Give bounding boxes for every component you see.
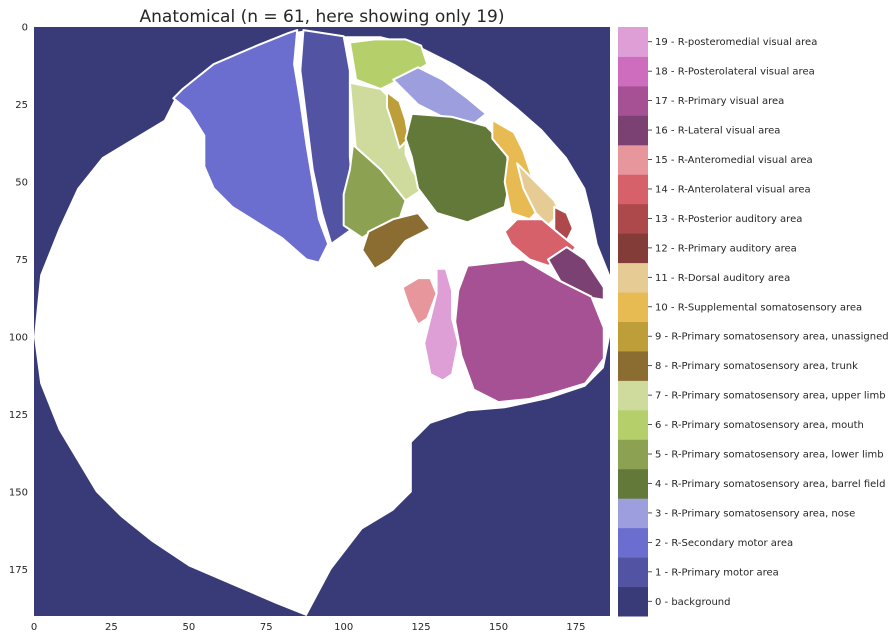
- y-axis: 0 25 50 75 100 125 150 175: [9, 23, 28, 577]
- colorbar-swatch-10: [618, 292, 648, 322]
- x-axis: 0 25 50 75 100 125 150 175: [31, 622, 586, 633]
- region-6: [348, 38, 429, 90]
- colorbar-label-13: 13 - R-Posterior auditory area: [655, 214, 802, 225]
- colorbar-label-3: 3 - R-Primary somatosensory area, nose: [655, 508, 855, 519]
- region-3: [392, 66, 488, 128]
- colorbar-label-16: 16 - R-Lateral visual area: [655, 126, 780, 137]
- y-tick-label: 150: [9, 488, 28, 499]
- colorbar-label-18: 18 - R-Posterolateral visual area: [655, 67, 815, 78]
- colorbar-swatch-2: [618, 527, 648, 558]
- colorbar-swatch-4: [618, 468, 648, 499]
- colorbar-swatch-8: [618, 350, 648, 381]
- region-4: [404, 112, 512, 224]
- region-2: [172, 29, 330, 264]
- x-tick-label: 150: [489, 622, 508, 633]
- x-tick-label: 100: [334, 622, 353, 633]
- colorbar-label-17: 17 - R-Primary visual area: [655, 96, 784, 107]
- colorbar-swatch-12: [618, 233, 648, 264]
- y-tick-label: 25: [15, 100, 28, 111]
- colorbar-label-4: 4 - R-Primary somatosensory area, barrel…: [655, 479, 885, 490]
- colorbar-swatch-17: [618, 85, 648, 116]
- y-tick-label: 0: [22, 23, 28, 34]
- region-9: [386, 91, 410, 149]
- colorbar-label-10: 10 - R-Supplemental somatosensory area: [655, 302, 862, 313]
- y-tick-label: 75: [15, 255, 28, 266]
- colorbar-swatch-6: [618, 409, 648, 440]
- y-tick-label: 100: [9, 333, 28, 344]
- x-tick-label: 25: [105, 622, 118, 633]
- colorbar-swatch-16: [618, 115, 648, 146]
- colorbar-swatch-1: [618, 557, 648, 588]
- colorbar-swatch-13: [618, 203, 648, 234]
- colorbar-swatch-5: [618, 439, 648, 470]
- colorbar-label-19: 19 - R-posteromedial visual area: [655, 37, 817, 48]
- colorbar-label-7: 7 - R-Primary somatosensory area, upper …: [655, 391, 886, 402]
- colorbar-swatch-15: [618, 144, 648, 175]
- region-19: [423, 267, 460, 382]
- colorbar-label-12: 12 - R-Primary auditory area: [655, 243, 797, 254]
- y-tick-label: 125: [9, 410, 28, 421]
- colorbar-swatch-14: [618, 174, 648, 205]
- colorbar-label-2: 2 - R-Secondary motor area: [655, 538, 793, 549]
- colorbar: 0 - background 1 - R-Primary motor area 2 …: [618, 27, 889, 617]
- colorbar-label-8: 8 - R-Primary somatosensory area, trunk: [655, 361, 858, 372]
- colorbar-label-6: 6 - R-Primary somatosensory area, mouth: [655, 420, 864, 431]
- colorbar-label-11: 11 - R-Dorsal auditory area: [655, 273, 790, 284]
- colorbar-label-0: 0 - background: [655, 597, 730, 608]
- colorbar-swatch-0: [618, 586, 648, 617]
- colorbar-label-9: 9 - R-Primary somatosensory area, unassi…: [655, 332, 889, 343]
- x-tick-label: 0: [31, 622, 37, 633]
- y-tick-label: 175: [9, 565, 28, 576]
- colorbar-swatch-3: [618, 498, 648, 529]
- colorbar-label-5: 5 - R-Primary somatosensory area, lower …: [655, 450, 884, 461]
- region-15: [401, 277, 438, 326]
- y-tick-label: 50: [15, 178, 28, 189]
- x-tick-label: 125: [412, 622, 431, 633]
- x-tick-label: 50: [182, 622, 195, 633]
- colorbar-label-1: 1 - R-Primary motor area: [655, 567, 779, 578]
- x-tick-label: 75: [260, 622, 273, 633]
- colorbar-swatch-19: [618, 27, 648, 57]
- colorbar-label-14: 14 - R-Anterolateral visual area: [655, 184, 811, 195]
- region-17: [454, 258, 605, 404]
- colorbar-label-15: 15 - R-Anteromedial visual area: [655, 155, 813, 166]
- region-8: [361, 212, 432, 270]
- colorbar-swatch-7: [618, 380, 648, 411]
- colorbar-swatch-11: [618, 262, 648, 293]
- colorbar-swatch-18: [618, 56, 648, 87]
- x-tick-label: 175: [566, 622, 585, 633]
- chart-title: Anatomical (n = 61, here showing only 19…: [140, 7, 505, 27]
- plot-area: [34, 27, 610, 617]
- colorbar-swatch-9: [618, 321, 648, 352]
